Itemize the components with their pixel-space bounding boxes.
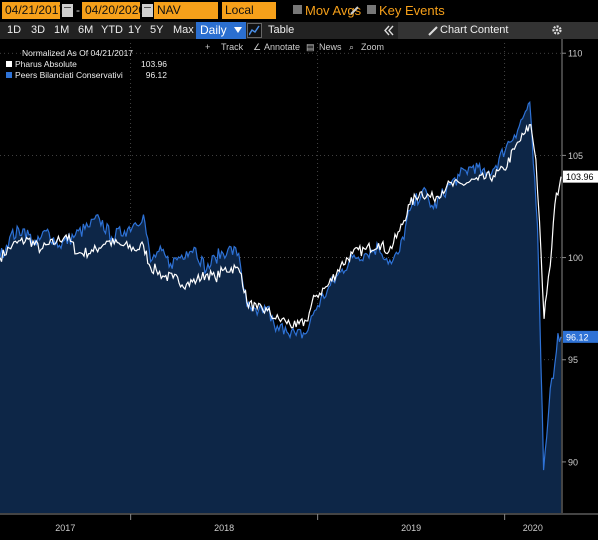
last-value-tag-pharus-bg [563,170,598,183]
last-value-tag-peers: 96.12 [566,332,589,342]
last-value-tag-peers-bg [563,330,598,343]
pencil-icon[interactable] [350,5,360,15]
range-toolbar: 1D 3D 1M 6M YTD 1Y 5Y Max Daily Table Ch… [0,22,598,39]
x-tick-label: 2019 [401,523,421,533]
legend-swatch [6,72,12,78]
chart-legend: Normalized As Of 04/21/2017 Pharus Absol… [4,48,167,82]
legend-item[interactable]: Pharus Absolute 103.96 [4,59,167,69]
x-tick-label: 2018 [214,523,234,533]
caret-down-icon [234,27,242,33]
x-tick-label: 2020 [523,523,543,533]
period-button[interactable]: 5Y [150,24,164,36]
series-line-peers[interactable] [0,100,562,471]
legend-item[interactable]: Peers Bilanciati Conservativi 96.12 [4,70,167,80]
legend-swatch [6,61,12,67]
key-events-checkbox[interactable] [367,5,376,14]
chart-content-label[interactable]: Chart Content [440,24,509,36]
legend-label: Pharus Absolute [15,59,77,69]
chart-area-layer [0,102,561,513]
x-tick-label: 2017 [55,523,75,533]
period-button[interactable]: 6M [78,24,94,36]
key-events-label[interactable]: Key Events [379,3,445,18]
frequency-label: Daily [200,23,227,37]
zoom-icon[interactable]: ⌕ [349,42,355,52]
y-tick-label: 105 [568,151,583,161]
period-button[interactable]: Max [173,24,194,36]
legend-value: 96.12 [145,70,167,80]
period-button[interactable]: 1D [7,24,22,36]
last-value-tag-pharus: 103.96 [566,172,594,182]
table-button[interactable]: Table [268,24,295,36]
field-select[interactable]: NAV [154,2,218,19]
annotate-tool[interactable]: Annotate [264,42,301,52]
date-separator: - [76,3,80,17]
start-date-field[interactable]: 04/21/2017 [2,2,65,19]
top-toolbar: 04/21/2017 - 04/20/2020 NAV Local CCY Mo… [0,0,598,34]
annotate-icon[interactable]: ∠ [253,42,262,52]
currency-select[interactable]: Local CCY [222,2,276,34]
y-tick-label: 90 [568,457,578,467]
collapse-icon[interactable] [383,25,395,36]
chart-title: Normalized As Of 04/21/2017 [22,48,134,58]
line-chart-icon[interactable] [247,23,262,38]
chart-content-bar: Chart Content [384,22,598,39]
chart-lines-layer [0,100,562,471]
track-tool[interactable]: Track [221,42,244,52]
calendar-icon[interactable] [142,4,153,17]
period-button[interactable]: 1Y [128,24,142,36]
news-tool[interactable]: News [319,42,342,52]
track-icon[interactable]: + [205,42,211,52]
legend-label: Peers Bilanciati Conservativi [15,70,123,80]
gear-icon[interactable] [551,24,563,36]
period-button[interactable]: 3D [31,24,46,36]
series-line-pharus[interactable] [0,124,562,329]
y-tick-label: 95 [568,355,578,365]
end-date-field[interactable]: 04/20/2020 [82,2,145,19]
zoom-tool[interactable]: Zoom [361,42,385,52]
period-button[interactable]: 1M [54,24,70,36]
series-area-fill [0,102,561,513]
legend-value: 103.96 [141,59,167,69]
y-tick-label: 110 [568,49,582,59]
period-button[interactable]: YTD [101,24,123,36]
news-icon[interactable]: ▤ [306,42,315,52]
frequency-dropdown[interactable]: Daily [196,22,246,39]
calendar-icon[interactable] [62,4,73,17]
mov-avgs-checkbox[interactable] [293,5,302,14]
y-tick-label: 100 [568,253,583,263]
mov-avgs-label[interactable]: Mov Avgs [305,3,362,18]
pencil-icon[interactable] [428,25,439,36]
